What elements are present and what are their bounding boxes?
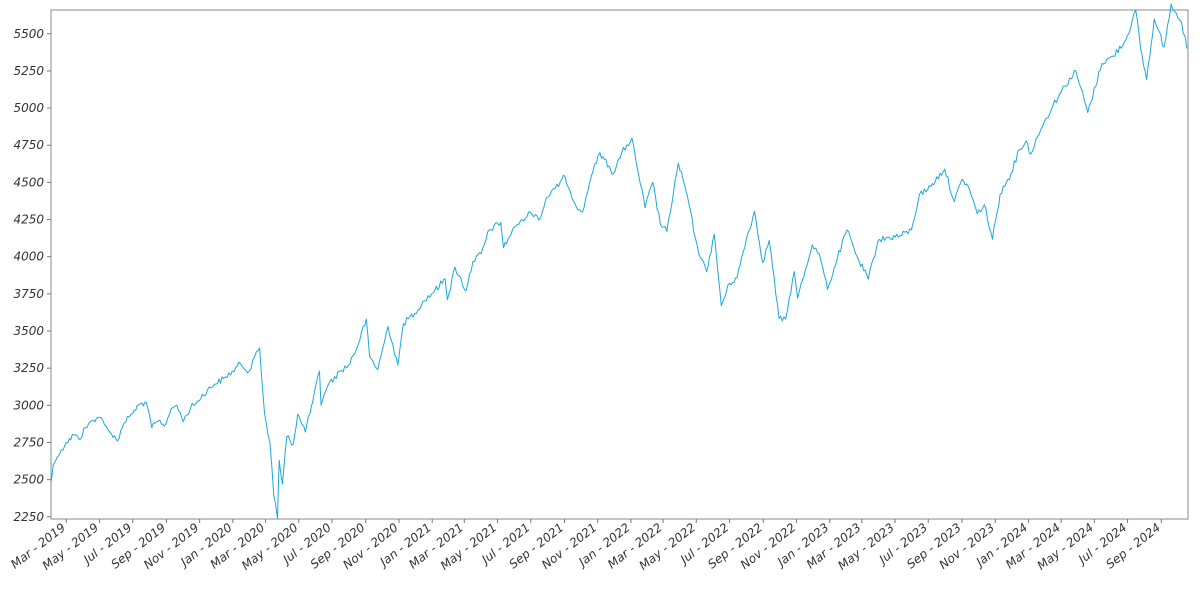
y-tick-label: 4250 [13, 213, 44, 227]
y-tick-label: 3250 [13, 361, 44, 375]
y-tick-label: 3500 [13, 324, 44, 338]
y-tick-label: 4750 [13, 138, 44, 152]
y-tick-label: 2500 [13, 473, 44, 487]
y-tick-label: 2750 [13, 435, 44, 449]
y-tick-label: 5000 [13, 101, 44, 115]
y-axis: 2250 2500 2750 3000 3250 3500 3750 4000 4250 4500… [13, 27, 51, 524]
y-tick-label: 4000 [13, 250, 44, 264]
y-tick-label: 3750 [13, 287, 44, 301]
y-tick-label: 2250 [13, 510, 44, 524]
series-layer [50, 3, 1188, 520]
plot-area-border [50, 9, 1189, 520]
y-tick-label: 3000 [13, 398, 44, 412]
y-tick-label: 5500 [13, 27, 44, 41]
y-tick-label: 4500 [13, 175, 44, 189]
y-tick-label: 5250 [13, 64, 44, 78]
series-line [50, 3, 1188, 520]
plot-frame [50, 9, 1189, 520]
